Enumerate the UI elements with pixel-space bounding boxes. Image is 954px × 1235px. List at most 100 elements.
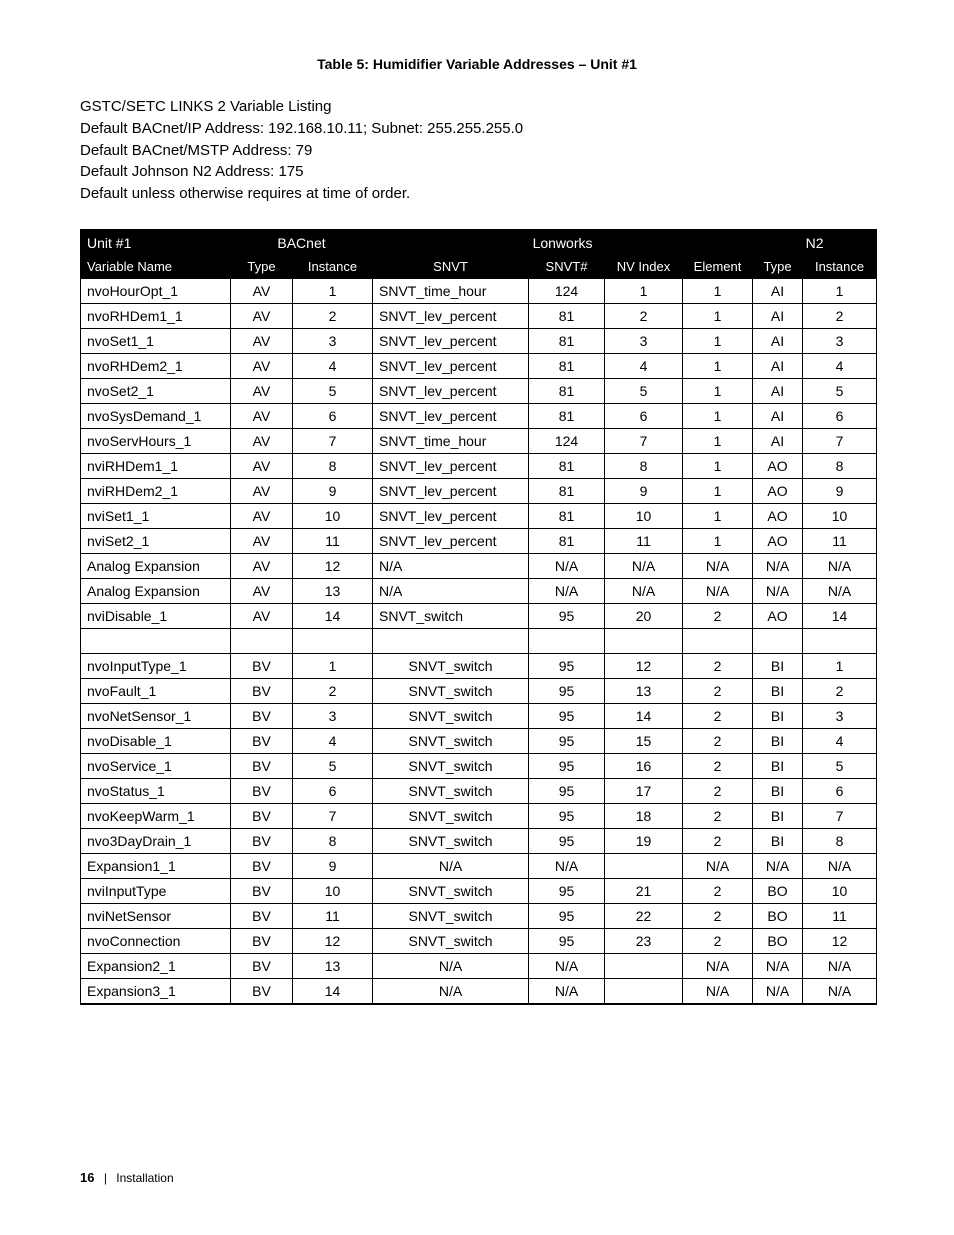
cell-n2-instance: N/A xyxy=(803,978,877,1004)
cell-bacnet-type: BV xyxy=(231,903,293,928)
cell-snvt-num: N/A xyxy=(529,953,605,978)
cell-snvt-num: N/A xyxy=(529,853,605,878)
cell-bacnet-instance: 13 xyxy=(293,578,373,603)
cell-snvt-num: 95 xyxy=(529,903,605,928)
cell-n2-type: N/A xyxy=(753,853,803,878)
table-row: nvoService_1BV5SNVT_switch95162BI5 xyxy=(81,753,877,778)
cell-variable-name: nvoHourOpt_1 xyxy=(81,278,231,303)
cell-bacnet-instance: 7 xyxy=(293,803,373,828)
cell-variable-name: nvoSet1_1 xyxy=(81,328,231,353)
cell-variable-name: nvoFault_1 xyxy=(81,678,231,703)
header-band: Unit #1 BACnet Lonworks N2 xyxy=(81,230,877,255)
cell-snvt-num: 95 xyxy=(529,878,605,903)
cell-snvt: N/A xyxy=(373,578,529,603)
cell-n2-instance: 5 xyxy=(803,378,877,403)
cell-bacnet-instance: 4 xyxy=(293,728,373,753)
cell-element: N/A xyxy=(683,978,753,1004)
cell-snvt: N/A xyxy=(373,853,529,878)
cell-element: 1 xyxy=(683,353,753,378)
cell-snvt: SNVT_lev_percent xyxy=(373,503,529,528)
table-row: Analog ExpansionAV12N/AN/AN/AN/AN/AN/A xyxy=(81,553,877,578)
cell-element: 1 xyxy=(683,328,753,353)
table-row: nvo3DayDrain_1BV8SNVT_switch95192BI8 xyxy=(81,828,877,853)
cell-n2-type: BO xyxy=(753,878,803,903)
cell-nv-index: 9 xyxy=(605,478,683,503)
cell-bacnet-instance: 14 xyxy=(293,978,373,1004)
cell-variable-name: nvoRHDem2_1 xyxy=(81,353,231,378)
cell-snvt-num: 95 xyxy=(529,728,605,753)
cell-nv-index: 2 xyxy=(605,303,683,328)
cell-bacnet-type: BV xyxy=(231,803,293,828)
cell-bacnet-instance: 9 xyxy=(293,478,373,503)
cell-bacnet-instance: 1 xyxy=(293,653,373,678)
cell-n2-instance: 6 xyxy=(803,778,877,803)
table-row: nviNetSensorBV11SNVT_switch95222BO11 xyxy=(81,903,877,928)
cell-n2-type: BI xyxy=(753,803,803,828)
cell-bacnet-type: BV xyxy=(231,678,293,703)
table-row: nvoSet2_1AV5SNVT_lev_percent8151AI5 xyxy=(81,378,877,403)
cell-n2-type: AI xyxy=(753,303,803,328)
cell-snvt-num: 95 xyxy=(529,828,605,853)
table-row: nvoFault_1BV2SNVT_switch95132BI2 xyxy=(81,678,877,703)
cell-bacnet-type: AV xyxy=(231,503,293,528)
cell-snvt-num: 81 xyxy=(529,403,605,428)
table-row: nvoRHDem1_1AV2SNVT_lev_percent8121AI2 xyxy=(81,303,877,328)
cell-element: 1 xyxy=(683,528,753,553)
cell-nv-index: 11 xyxy=(605,528,683,553)
cell-bacnet-type: AV xyxy=(231,278,293,303)
cell-bacnet-type: BV xyxy=(231,878,293,903)
cell-bacnet-type: AV xyxy=(231,328,293,353)
cell-bacnet-type: AV xyxy=(231,353,293,378)
cell-bacnet-instance: 9 xyxy=(293,853,373,878)
cell-n2-instance: 2 xyxy=(803,303,877,328)
cell-variable-name: nvoKeepWarm_1 xyxy=(81,803,231,828)
cell-snvt-num: 95 xyxy=(529,753,605,778)
cell-n2-type: BI xyxy=(753,778,803,803)
intro-line: Default BACnet/MSTP Address: 79 xyxy=(80,140,874,162)
cell-snvt: SNVT_lev_percent xyxy=(373,303,529,328)
cell-bacnet-instance: 11 xyxy=(293,903,373,928)
cell-element: 1 xyxy=(683,378,753,403)
cell-n2-instance: 7 xyxy=(803,428,877,453)
cell-snvt: SNVT_switch xyxy=(373,728,529,753)
cell-n2-type: N/A xyxy=(753,578,803,603)
cell-snvt-num: 95 xyxy=(529,703,605,728)
cell-nv-index xyxy=(605,853,683,878)
cell-element: 2 xyxy=(683,803,753,828)
cell-snvt-num: 95 xyxy=(529,603,605,628)
cell-n2-type: AI xyxy=(753,328,803,353)
cell-snvt-num: 81 xyxy=(529,503,605,528)
cell-n2-type: AO xyxy=(753,503,803,528)
cell-bacnet-type: BV xyxy=(231,778,293,803)
cell-bacnet-instance: 10 xyxy=(293,503,373,528)
cell-variable-name: Analog Expansion xyxy=(81,578,231,603)
cell-n2-type: N/A xyxy=(753,553,803,578)
cell-bacnet-type: BV xyxy=(231,928,293,953)
cell-bacnet-instance: 6 xyxy=(293,403,373,428)
cell-snvt: SNVT_lev_percent xyxy=(373,328,529,353)
table-row: nviRHDem1_1AV8SNVT_lev_percent8181AO8 xyxy=(81,453,877,478)
cell-nv-index: 5 xyxy=(605,378,683,403)
table-row: nviSet1_1AV10SNVT_lev_percent81101AO10 xyxy=(81,503,877,528)
cell-n2-type: N/A xyxy=(753,978,803,1004)
cell-n2-instance: 8 xyxy=(803,828,877,853)
cell-element: 2 xyxy=(683,903,753,928)
cell-bacnet-instance: 13 xyxy=(293,953,373,978)
table-row: nvoRHDem2_1AV4SNVT_lev_percent8141AI4 xyxy=(81,353,877,378)
cell-bacnet-type: BV xyxy=(231,828,293,853)
cell-n2-type: AO xyxy=(753,453,803,478)
hdr-bacnet: BACnet xyxy=(231,230,373,255)
table-row: nvoSysDemand_1AV6SNVT_lev_percent8161AI6 xyxy=(81,403,877,428)
cell-bacnet-type: AV xyxy=(231,603,293,628)
cell-snvt-num: 81 xyxy=(529,303,605,328)
cell-element: N/A xyxy=(683,578,753,603)
cell-snvt: SNVT_lev_percent xyxy=(373,353,529,378)
cell-variable-name: Expansion1_1 xyxy=(81,853,231,878)
cell-bacnet-instance: 11 xyxy=(293,528,373,553)
cell-n2-instance: 10 xyxy=(803,878,877,903)
col-element: Element xyxy=(683,255,753,279)
cell-snvt: SNVT_lev_percent xyxy=(373,453,529,478)
cell-n2-type: BI xyxy=(753,703,803,728)
cell-bacnet-instance: 5 xyxy=(293,378,373,403)
cell-n2-instance: 4 xyxy=(803,353,877,378)
